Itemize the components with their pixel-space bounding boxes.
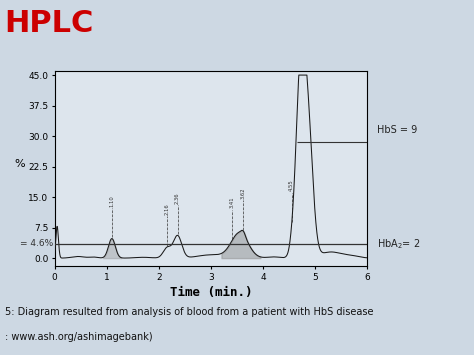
Text: HbA$_2$= 2: HbA$_2$= 2: [377, 237, 420, 251]
Text: 3.41: 3.41: [230, 197, 235, 208]
Text: 2.16: 2.16: [164, 203, 170, 215]
Y-axis label: %: %: [15, 159, 25, 169]
Text: : www.ash.org/ashimagebank): : www.ash.org/ashimagebank): [5, 332, 152, 342]
Text: 5: Diagram resulted from analysis of blood from a patient with HbS disease: 5: Diagram resulted from analysis of blo…: [5, 307, 373, 317]
Text: 3.62: 3.62: [241, 188, 246, 199]
Text: HbS = 9: HbS = 9: [377, 125, 417, 135]
Text: HPLC: HPLC: [5, 9, 94, 38]
Text: = 4.6%: = 4.6%: [20, 239, 54, 248]
Text: 4.55: 4.55: [289, 180, 294, 191]
X-axis label: Time (min.): Time (min.): [170, 286, 252, 299]
Text: 2.36: 2.36: [175, 192, 180, 204]
Text: 1.10: 1.10: [109, 195, 114, 207]
